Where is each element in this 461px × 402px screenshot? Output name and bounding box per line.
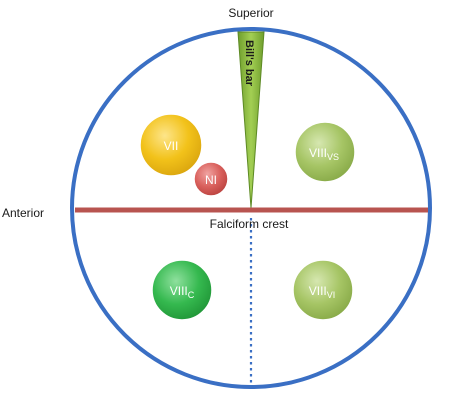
facial-nerve-label: VII: [164, 139, 179, 153]
node-superior-vestibular: VIIIVS: [294, 121, 356, 183]
cochlear-sub: C: [188, 290, 195, 300]
node-cochlear: VIIIC: [151, 259, 213, 321]
inferior-vestibular-main: VIII: [309, 284, 327, 298]
inferior-vestibular-label: VIIIVI: [309, 284, 336, 300]
superior-vestibular-label: VIIIVS: [309, 146, 339, 162]
superior-vestibular-sub: VS: [327, 152, 339, 162]
superior-label: Superior: [228, 6, 273, 20]
nervus-intermedius-label: NI: [205, 173, 217, 187]
falciform-crest-label: Falciform crest: [210, 217, 289, 231]
node-inferior-vestibular: VIIIVI: [292, 259, 354, 321]
node-facial-nerve: VII: [139, 113, 203, 177]
bills-bar: [237, 31, 265, 209]
canal-outline: [70, 27, 432, 389]
anterior-label: Anterior: [2, 206, 44, 220]
cochlear-label: VIIIC: [170, 284, 195, 300]
superior-vestibular-main: VIII: [309, 146, 327, 160]
bills-bar-label: Bill's bar: [243, 40, 255, 87]
inferior-vestibular-sub: VI: [327, 290, 336, 300]
node-nervus-intermedius: NI: [193, 161, 229, 197]
cochlear-main: VIII: [170, 284, 188, 298]
